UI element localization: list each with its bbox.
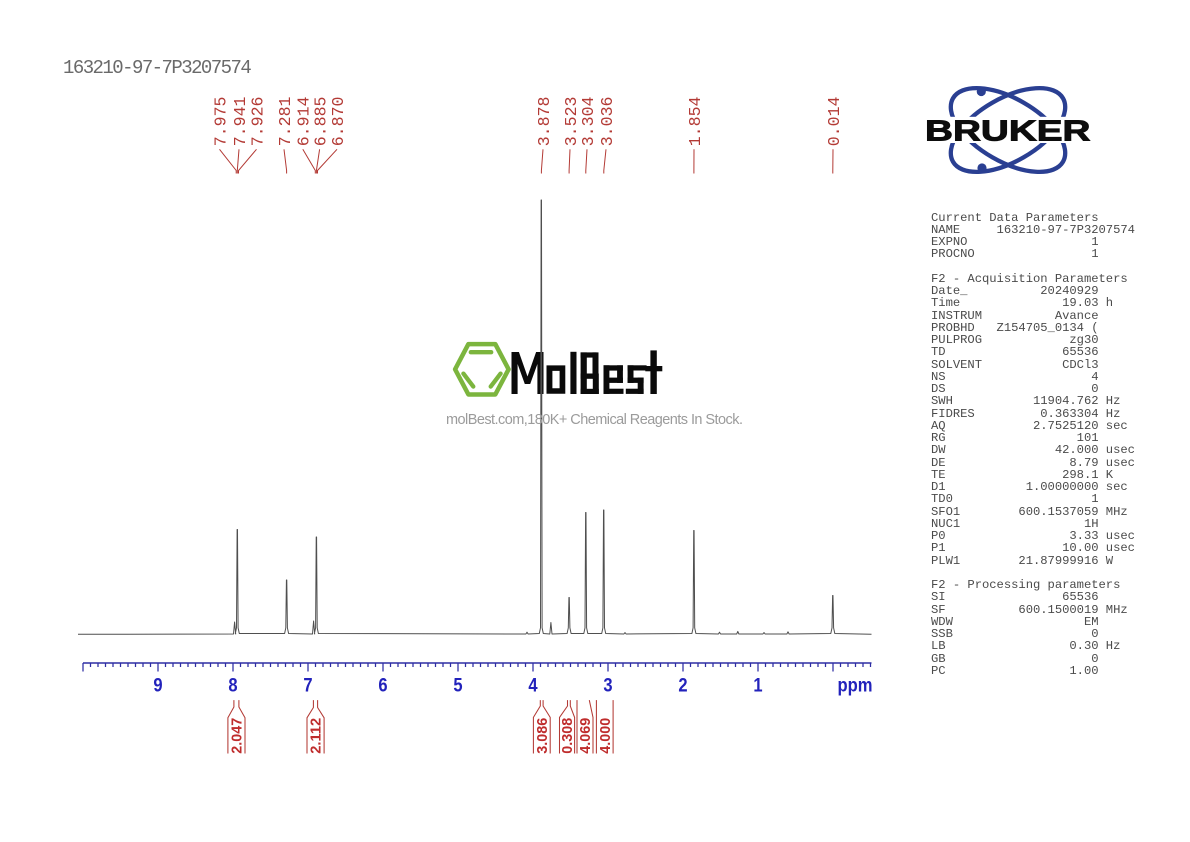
svg-text:4: 4 <box>528 676 538 697</box>
svg-text:6: 6 <box>378 676 387 697</box>
svg-text:4.069: 4.069 <box>578 718 594 754</box>
svg-text:7.926: 7.926 <box>248 97 267 147</box>
svg-text:7: 7 <box>303 676 312 697</box>
svg-text:3.523: 3.523 <box>562 97 581 147</box>
svg-text:3.036: 3.036 <box>598 97 617 147</box>
svg-text:7.975: 7.975 <box>211 97 230 147</box>
svg-text:7.941: 7.941 <box>231 96 250 146</box>
svg-text:2.047: 2.047 <box>230 718 246 754</box>
svg-text:2.112: 2.112 <box>309 718 325 754</box>
svg-text:4.000: 4.000 <box>598 718 614 754</box>
svg-text:9: 9 <box>153 676 162 697</box>
svg-text:ppm: ppm <box>838 676 873 697</box>
svg-text:1.854: 1.854 <box>686 96 705 146</box>
svg-text:3.304: 3.304 <box>579 96 598 146</box>
svg-text:2: 2 <box>678 676 687 697</box>
svg-text:1: 1 <box>753 676 763 697</box>
svg-text:BRUKER: BRUKER <box>925 116 1091 148</box>
svg-text:0.014: 0.014 <box>825 96 844 146</box>
svg-text:8: 8 <box>228 676 237 697</box>
svg-text:6.870: 6.870 <box>329 97 348 147</box>
svg-text:7.281: 7.281 <box>276 96 295 146</box>
svg-text:3.878: 3.878 <box>535 97 554 147</box>
svg-text:5: 5 <box>453 676 463 697</box>
svg-text:0.308: 0.308 <box>560 718 576 754</box>
svg-text:3: 3 <box>603 676 612 697</box>
svg-text:6.885: 6.885 <box>312 97 331 147</box>
svg-text:6.914: 6.914 <box>295 96 314 146</box>
svg-text:3.086: 3.086 <box>535 718 551 754</box>
